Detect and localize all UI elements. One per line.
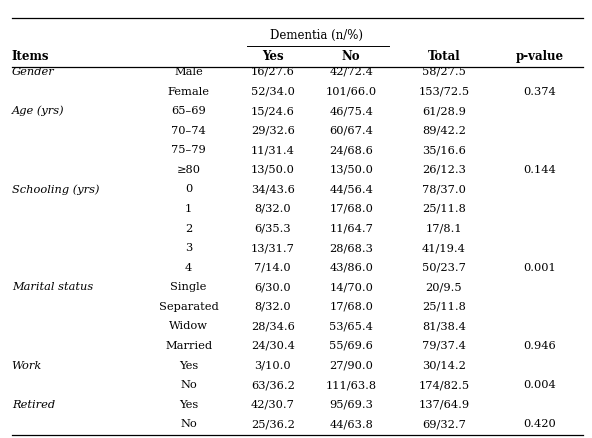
Text: 44/56.4: 44/56.4 (329, 184, 373, 194)
Text: 11/31.4: 11/31.4 (251, 145, 295, 155)
Text: Widow: Widow (169, 321, 208, 331)
Text: Married: Married (165, 340, 213, 350)
Text: 79/37.4: 79/37.4 (422, 340, 466, 350)
Text: 153/72.5: 153/72.5 (419, 86, 469, 96)
Text: 2: 2 (185, 223, 192, 233)
Text: 137/64.9: 137/64.9 (419, 399, 469, 409)
Text: 8/32.0: 8/32.0 (255, 204, 291, 213)
Text: Male: Male (174, 67, 203, 77)
Text: 52/34.0: 52/34.0 (251, 86, 295, 96)
Text: 25/11.8: 25/11.8 (422, 301, 466, 311)
Text: 24/68.6: 24/68.6 (329, 145, 373, 155)
Text: Marital status: Marital status (12, 282, 93, 292)
Text: 6/35.3: 6/35.3 (255, 223, 291, 233)
Text: ≥80: ≥80 (176, 164, 201, 174)
Text: 20/9.5: 20/9.5 (426, 282, 462, 292)
Text: 35/16.6: 35/16.6 (422, 145, 466, 155)
Text: 89/42.2: 89/42.2 (422, 125, 466, 135)
Text: Single: Single (170, 282, 207, 292)
Text: p-value: p-value (516, 49, 564, 62)
Text: 78/37.0: 78/37.0 (422, 184, 466, 194)
Text: 75–79: 75–79 (171, 145, 206, 155)
Text: 29/32.6: 29/32.6 (251, 125, 295, 135)
Text: 81/38.4: 81/38.4 (422, 321, 466, 331)
Text: 28/68.3: 28/68.3 (329, 243, 373, 253)
Text: 70–74: 70–74 (171, 125, 206, 135)
Text: 24/30.4: 24/30.4 (251, 340, 295, 350)
Text: 17/68.0: 17/68.0 (329, 301, 373, 311)
Text: Items: Items (12, 49, 49, 62)
Text: 0.420: 0.420 (523, 418, 556, 428)
Text: 60/67.4: 60/67.4 (329, 125, 373, 135)
Text: 26/12.3: 26/12.3 (422, 164, 466, 174)
Text: No: No (181, 418, 197, 428)
Text: Total: Total (427, 49, 460, 62)
Text: Schooling (yrs): Schooling (yrs) (12, 184, 99, 194)
Text: 0.004: 0.004 (523, 379, 556, 389)
Text: 174/82.5: 174/82.5 (419, 379, 469, 389)
Text: Separated: Separated (159, 301, 218, 311)
Text: 17/8.1: 17/8.1 (426, 223, 462, 233)
Text: 1: 1 (185, 204, 192, 213)
Text: 25/36.2: 25/36.2 (251, 418, 295, 428)
Text: Dementia (n/%): Dementia (n/%) (270, 29, 363, 42)
Text: 34/43.6: 34/43.6 (251, 184, 295, 194)
Text: 0: 0 (185, 184, 192, 194)
Text: 42/30.7: 42/30.7 (251, 399, 295, 409)
Text: Age (yrs): Age (yrs) (12, 106, 65, 116)
Text: 16/27.6: 16/27.6 (251, 67, 295, 77)
Text: 44/63.8: 44/63.8 (329, 418, 373, 428)
Text: 58/27.5: 58/27.5 (422, 67, 466, 77)
Text: 101/66.0: 101/66.0 (326, 86, 377, 96)
Text: 15/24.6: 15/24.6 (251, 106, 295, 116)
Text: 13/50.0: 13/50.0 (251, 164, 295, 174)
Text: Yes: Yes (179, 399, 198, 409)
Text: 3/10.0: 3/10.0 (255, 360, 291, 370)
Text: 53/65.4: 53/65.4 (329, 321, 373, 331)
Text: 3: 3 (185, 243, 192, 253)
Text: 0.374: 0.374 (523, 86, 556, 96)
Text: 111/63.8: 111/63.8 (326, 379, 377, 389)
Text: 55/69.6: 55/69.6 (329, 340, 373, 350)
Text: 11/64.7: 11/64.7 (329, 223, 373, 233)
Text: 63/36.2: 63/36.2 (251, 379, 295, 389)
Text: 17/68.0: 17/68.0 (329, 204, 373, 213)
Text: 69/32.7: 69/32.7 (422, 418, 466, 428)
Text: Retired: Retired (12, 399, 55, 409)
Text: No: No (342, 49, 361, 62)
Text: 14/70.0: 14/70.0 (329, 282, 373, 292)
Text: 13/31.7: 13/31.7 (251, 243, 295, 253)
Text: No: No (181, 379, 197, 389)
Text: 43/86.0: 43/86.0 (329, 262, 373, 272)
Text: Yes: Yes (262, 49, 284, 62)
Text: 7/14.0: 7/14.0 (255, 262, 291, 272)
Text: 8/32.0: 8/32.0 (255, 301, 291, 311)
Text: 28/34.6: 28/34.6 (251, 321, 295, 331)
Text: 4: 4 (185, 262, 192, 272)
Text: Work: Work (12, 360, 42, 370)
Text: 65–69: 65–69 (171, 106, 206, 116)
Text: Female: Female (168, 86, 210, 96)
Text: 0.001: 0.001 (523, 262, 556, 272)
Text: 30/14.2: 30/14.2 (422, 360, 466, 370)
Text: 41/19.4: 41/19.4 (422, 243, 466, 253)
Text: 50/23.7: 50/23.7 (422, 262, 466, 272)
Text: Gender: Gender (12, 67, 54, 77)
Text: 25/11.8: 25/11.8 (422, 204, 466, 213)
Text: 95/69.3: 95/69.3 (329, 399, 373, 409)
Text: 42/72.4: 42/72.4 (329, 67, 373, 77)
Text: 46/75.4: 46/75.4 (329, 106, 373, 116)
Text: 27/90.0: 27/90.0 (329, 360, 373, 370)
Text: 61/28.9: 61/28.9 (422, 106, 466, 116)
Text: 0.144: 0.144 (523, 164, 556, 174)
Text: Yes: Yes (179, 360, 198, 370)
Text: 13/50.0: 13/50.0 (329, 164, 373, 174)
Text: 0.946: 0.946 (523, 340, 556, 350)
Text: 6/30.0: 6/30.0 (255, 282, 291, 292)
